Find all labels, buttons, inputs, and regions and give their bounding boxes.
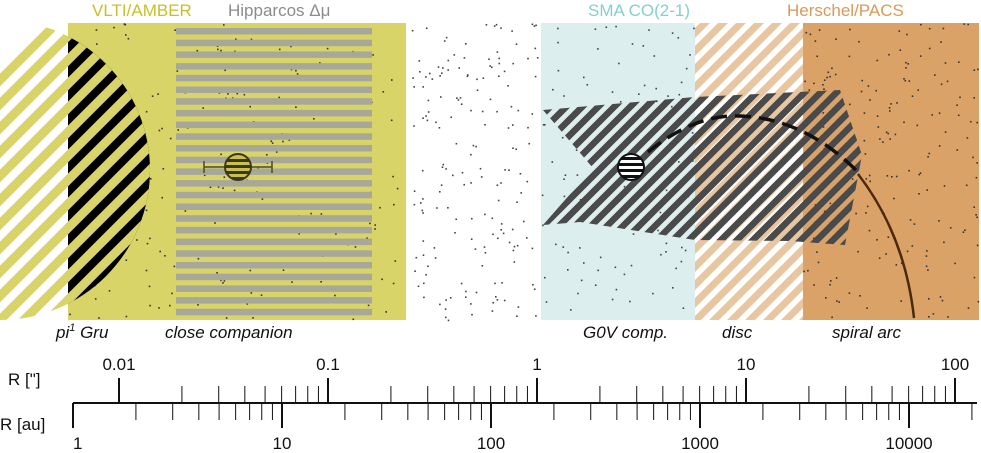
- vlti-amber-label: VLTI/AMBER: [92, 1, 192, 20]
- hipparcos-stripes: [176, 28, 372, 316]
- hipparcos-label: Hipparcos Δμ: [228, 1, 330, 20]
- au-ticks: 1 10 100 1000 10000: [72, 403, 973, 453]
- gap-speckle: [411, 23, 539, 322]
- spiral-arc-label: spiral arc: [832, 323, 901, 342]
- spiral-arc-dashed: [646, 114, 860, 174]
- companion-marker: [203, 153, 273, 181]
- spiral-arc-solid: [857, 173, 916, 319]
- arcsec-axis-label: R ["]: [8, 370, 40, 389]
- arcsec-tick-label: 0.01: [102, 355, 135, 374]
- arcsec-ticks: 0.01 0.1 1 10 100: [102, 355, 969, 403]
- sma-co-label: SMA CO(2-1): [588, 1, 690, 20]
- au-axis-label: R [au]: [0, 415, 45, 434]
- herschel-speckle: [803, 23, 980, 319]
- arcsec-tick-label: 100: [941, 355, 969, 374]
- arcsec-tick-label: 1: [532, 355, 541, 374]
- g0v-label: G0V comp.: [583, 323, 668, 342]
- au-tick-label: 100: [477, 434, 505, 453]
- au-tick-label: 10: [273, 434, 292, 453]
- arcsec-tick-label: 0.1: [316, 355, 340, 374]
- disc-label: disc: [722, 323, 753, 342]
- arcsec-tick-label: 10: [737, 355, 756, 374]
- g0v-companion-marker: [617, 153, 645, 181]
- au-tick-label: 1000: [681, 434, 719, 453]
- herschel-pacs-panel: [803, 23, 979, 320]
- star-label: pi1 Gru: [55, 322, 109, 342]
- au-tick-label: 10000: [885, 434, 932, 453]
- close-companion-label: close companion: [165, 323, 293, 342]
- au-tick-label: 1: [73, 434, 82, 453]
- herschel-pacs-label: Herschel/PACS: [787, 1, 904, 20]
